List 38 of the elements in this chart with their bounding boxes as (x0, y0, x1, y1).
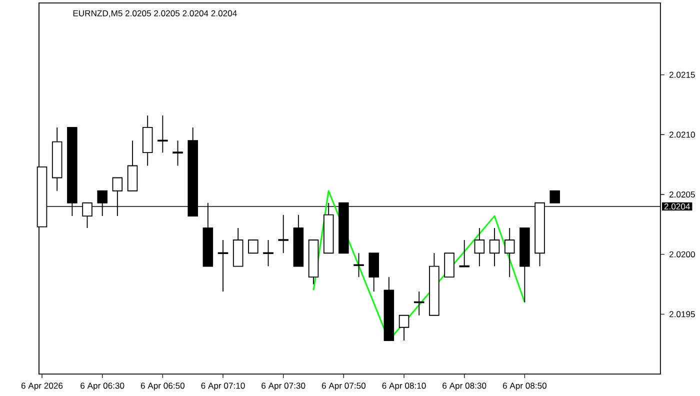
candlestick (142, 115, 153, 166)
candlestick (489, 228, 500, 267)
x-tick-label: 6 Apr 07:50 (322, 382, 366, 391)
y-tick-label: 2.0210 (669, 132, 695, 138)
candlestick (398, 315, 410, 342)
y-tick-label: 2.0205 (669, 192, 695, 198)
x-tick-label: 6 Apr 08:10 (382, 382, 426, 391)
candlestick (414, 291, 424, 316)
candlestick (384, 276, 394, 342)
candlestick (278, 214, 288, 254)
x-tick-label: 6 Apr 2026 (21, 382, 63, 391)
y-tick-label: 2.0215 (669, 72, 695, 78)
candlestick (520, 228, 530, 303)
x-tick-label: 6 Apr 06:50 (140, 382, 184, 391)
candlestick (429, 252, 440, 316)
candlestick (474, 228, 485, 267)
candlestick (368, 252, 379, 292)
candlestick (127, 140, 138, 192)
candlestick (504, 228, 515, 278)
candlestick (232, 228, 244, 267)
text: EURNZD,M5 2.0205 2.0205 2.0204 2.0204 (73, 10, 237, 18)
x-tick-label: 6 Apr 08:30 (442, 382, 486, 391)
candlestick (248, 240, 258, 254)
ref-line-label: 2.0204 (664, 204, 690, 210)
y-tick-label: 2.0200 (669, 251, 695, 258)
candlestick (158, 115, 168, 154)
candlestick (218, 240, 228, 292)
candlestick (550, 190, 560, 204)
candlestick (52, 127, 62, 192)
candlestick (293, 214, 304, 267)
candlestick (459, 240, 470, 268)
candlestick (308, 240, 319, 285)
x-tick-label: 6 Apr 07:30 (262, 382, 306, 391)
x-tick-label: 6 Apr 08:50 (502, 382, 546, 391)
candlestick (444, 252, 454, 278)
x-tick-label: 6 Apr 06:30 (80, 382, 124, 391)
y-tick-label: 2.0195 (669, 311, 695, 318)
x-tick-label: 6 Apr 07:10 (201, 382, 245, 391)
